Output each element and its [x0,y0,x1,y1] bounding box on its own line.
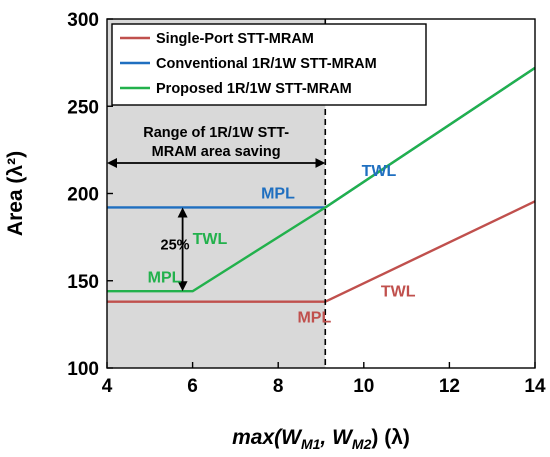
x-tick-label: 4 [102,376,113,397]
legend-label-0: Single-Port STT-MRAM [156,31,314,47]
line-annotation: MPL [297,310,331,327]
x-tick-label: 6 [187,376,198,397]
range-label-line: Range of 1R/1W STT- [143,125,289,141]
x-axis-title-sub2: M2 [352,436,372,452]
y-tick-label: 100 [67,359,99,380]
arrows-layer [107,158,326,292]
x-tick-label: 12 [439,376,460,397]
line-annotation: MPL [261,186,295,203]
y-tick-label: 250 [67,97,99,118]
y-axis-title: Area (λ²) [4,151,27,236]
x-axis-title-tail: ) (λ) [371,426,410,449]
range-label-line: MRAM area saving [152,144,281,160]
line-annotation: TWL [362,163,397,180]
y-tick-label: 300 [67,10,99,31]
legend-label-1: Conventional 1R/1W STT-MRAM [156,56,377,72]
series-line-2 [107,66,536,293]
x-axis-title-sub1: M1 [301,436,321,452]
legend: Single-Port STT-MRAM Conventional 1R/1W S… [111,23,427,106]
y-tick-label: 200 [67,185,99,206]
x-axis-title: max(WM1, WM2) (λ) [232,426,410,452]
line-annotation: TWL [193,231,228,248]
ticks-layer: 4 6 8 10 12 14 100 150 200 250 300 [67,10,546,397]
legend-label-2: Proposed 1R/1W STT-MRAM [156,81,352,97]
line-annotation: MPL [148,269,182,286]
y-tick-label: 150 [67,272,99,293]
x-axis-title-mid: , W [319,426,354,449]
line-annotation: TWL [381,283,416,300]
percent-label: 25% [161,237,190,253]
annotation-layer: Range of 1R/1W STT- MRAM area saving TWL MP… [143,125,416,327]
x-axis-title-main: max(W [232,426,303,449]
x-tick-label: 10 [353,376,374,397]
legend-box [111,23,427,106]
x-tick-label: 8 [273,376,284,397]
x-tick-label: 14 [524,376,546,397]
